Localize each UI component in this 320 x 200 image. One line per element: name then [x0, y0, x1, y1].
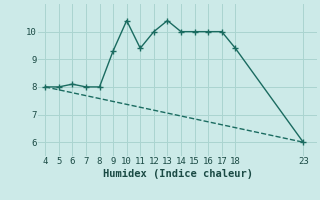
- X-axis label: Humidex (Indice chaleur): Humidex (Indice chaleur): [103, 169, 252, 179]
